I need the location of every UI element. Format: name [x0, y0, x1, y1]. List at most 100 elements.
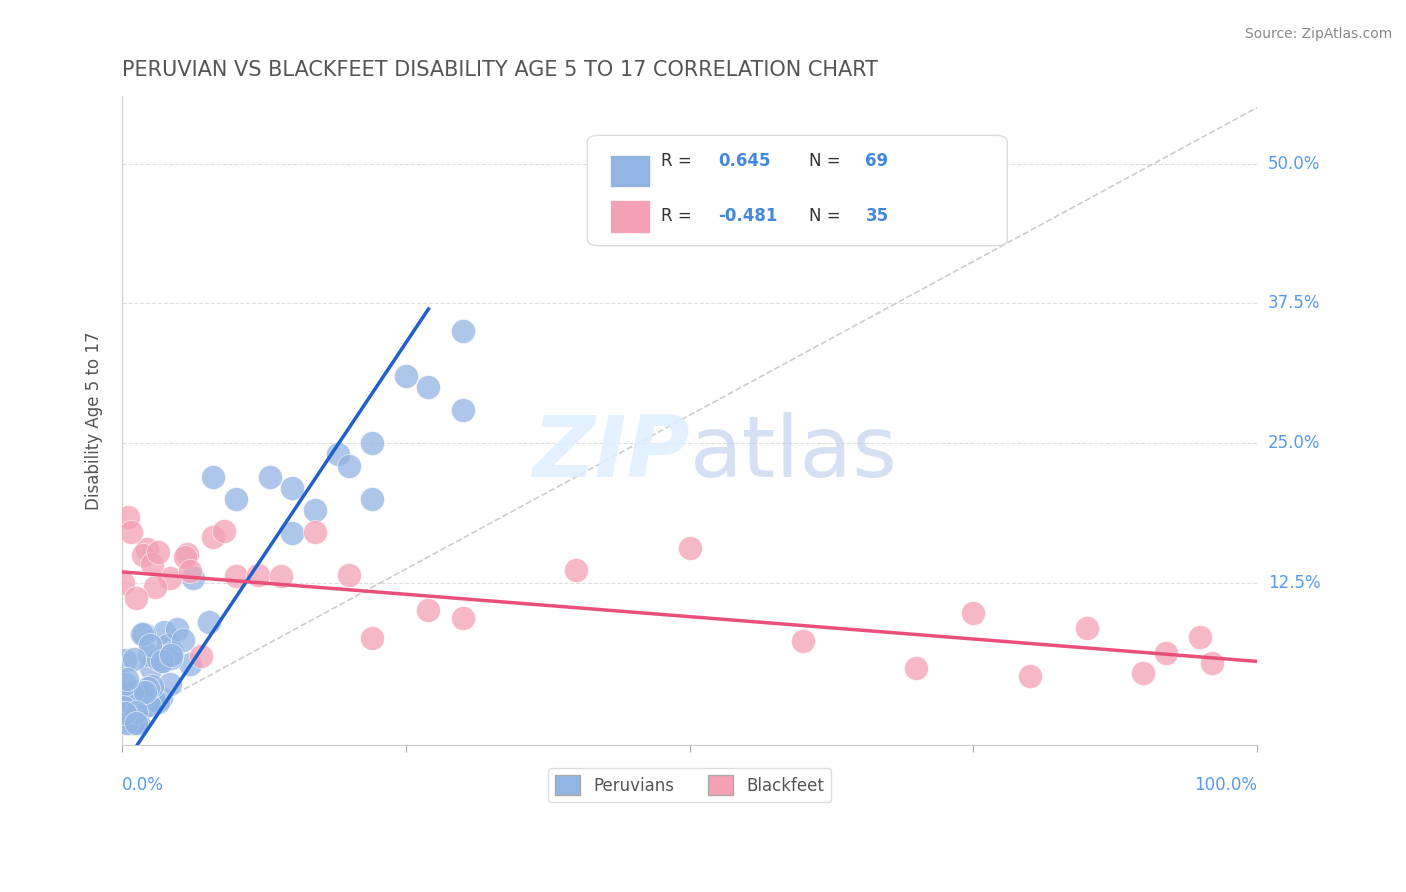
Point [150, 654, 173, 668]
Point [120, 524, 142, 539]
Text: 69: 69 [866, 153, 889, 170]
Point [451, 611, 474, 625]
Point [138, 648, 160, 662]
Point [179, 564, 201, 578]
Text: 100.0%: 100.0% [1194, 776, 1257, 794]
Point [115, 715, 138, 730]
Text: 0.645: 0.645 [718, 153, 770, 170]
Point [111, 715, 134, 730]
Point [418, 602, 440, 616]
Point [117, 510, 139, 524]
Text: atlas: atlas [689, 412, 897, 495]
Point [201, 529, 224, 543]
Point [190, 649, 212, 664]
Point [360, 492, 382, 507]
Point [160, 646, 183, 660]
Point [1019, 668, 1042, 682]
Legend: Peruvians, Blackfeet: Peruvians, Blackfeet [548, 768, 831, 802]
Point [132, 549, 155, 563]
Point [141, 558, 163, 572]
Point [150, 690, 173, 705]
Point [153, 625, 176, 640]
Text: 12.5%: 12.5% [1268, 574, 1320, 592]
Point [124, 652, 146, 666]
Point [198, 615, 221, 629]
Point [225, 492, 247, 507]
Point [131, 627, 153, 641]
Point [395, 369, 418, 384]
Text: R =: R = [661, 153, 692, 170]
Point [145, 580, 167, 594]
Point [225, 569, 247, 583]
Point [212, 524, 235, 539]
Point [166, 622, 188, 636]
Point [1154, 646, 1177, 660]
Point [112, 699, 135, 714]
Point [122, 714, 145, 728]
Point [281, 481, 304, 495]
Point [114, 715, 136, 730]
Point [678, 541, 700, 555]
Point [122, 715, 145, 730]
Point [142, 692, 165, 706]
Text: 50.0%: 50.0% [1268, 154, 1320, 172]
Text: N =: N = [808, 153, 841, 170]
Point [111, 715, 134, 730]
Text: N =: N = [808, 208, 841, 226]
Text: PERUVIAN VS BLACKFEET DISABILITY AGE 5 TO 17 CORRELATION CHART: PERUVIAN VS BLACKFEET DISABILITY AGE 5 T… [122, 60, 879, 79]
Point [181, 571, 204, 585]
Point [157, 638, 180, 652]
Point [121, 715, 143, 730]
Point [117, 715, 139, 730]
Text: 0.0%: 0.0% [122, 776, 165, 794]
Point [121, 686, 143, 700]
Point [148, 651, 170, 665]
Point [127, 715, 149, 730]
Point [143, 691, 166, 706]
Point [451, 402, 474, 417]
Point [176, 548, 198, 562]
Point [201, 470, 224, 484]
Point [1201, 657, 1223, 671]
Text: -0.481: -0.481 [718, 208, 778, 226]
Point [141, 680, 163, 694]
Point [138, 698, 160, 712]
Point [139, 639, 162, 653]
Point [360, 436, 382, 450]
Point [247, 568, 270, 582]
Text: R =: R = [661, 208, 692, 226]
Point [115, 672, 138, 686]
Point [124, 715, 146, 730]
Point [1189, 630, 1212, 644]
Point [134, 626, 156, 640]
Point [174, 549, 197, 564]
Point [159, 677, 181, 691]
Point [139, 661, 162, 675]
Point [565, 563, 588, 577]
Point [115, 702, 138, 716]
FancyBboxPatch shape [610, 200, 650, 233]
Point [114, 677, 136, 691]
Text: ZIP: ZIP [531, 412, 689, 495]
Point [134, 685, 156, 699]
Point [304, 525, 326, 540]
Point [259, 470, 281, 484]
Point [114, 653, 136, 667]
Point [128, 683, 150, 698]
Point [131, 685, 153, 699]
Point [112, 576, 135, 591]
Point [326, 447, 349, 461]
Point [792, 633, 814, 648]
Point [146, 695, 169, 709]
Y-axis label: Disability Age 5 to 17: Disability Age 5 to 17 [86, 332, 103, 510]
Point [117, 715, 139, 730]
Point [172, 632, 194, 647]
Point [337, 458, 360, 473]
Point [125, 705, 148, 719]
Point [131, 701, 153, 715]
FancyBboxPatch shape [610, 155, 650, 187]
Point [451, 324, 474, 338]
FancyBboxPatch shape [588, 136, 1007, 245]
Point [418, 380, 440, 394]
Point [281, 525, 304, 540]
